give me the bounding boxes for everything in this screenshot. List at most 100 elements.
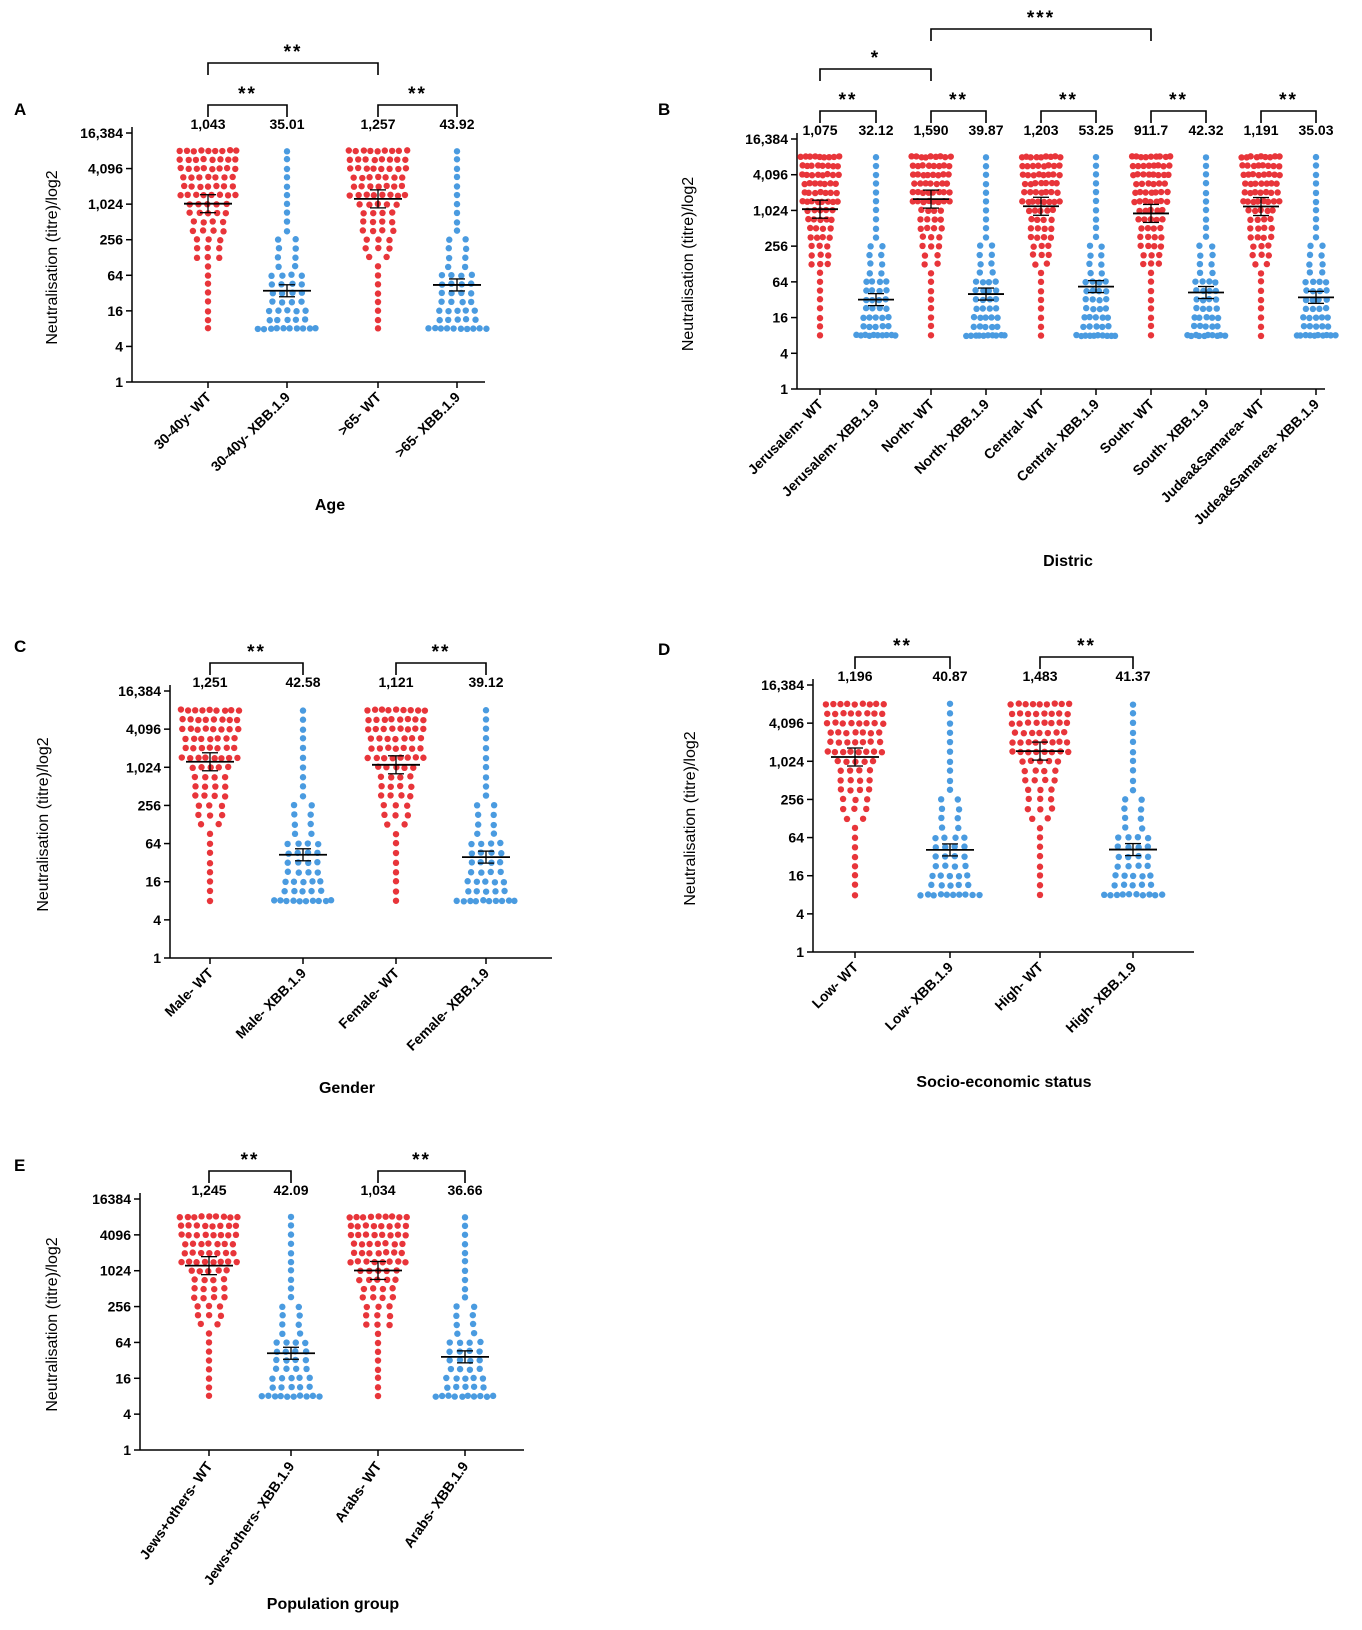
- wt-data-point: [1242, 180, 1249, 187]
- xbb-data-point: [1147, 872, 1154, 879]
- wt-data-point: [205, 1375, 213, 1382]
- significance-bracket: [930, 28, 1152, 41]
- wt-data-point: [1249, 251, 1256, 259]
- wt-data-point: [218, 726, 225, 733]
- wt-data-point: [410, 764, 417, 771]
- xbb-data-point: [287, 1231, 295, 1238]
- wt-data-point: [1156, 251, 1163, 259]
- wt-data-point: [1238, 154, 1245, 161]
- xbb-data-point: [298, 298, 305, 305]
- xbb-data-point: [296, 1374, 303, 1381]
- xbb-data-point: [938, 882, 945, 889]
- wt-data-point: [204, 244, 211, 252]
- wt-data-point: [194, 1311, 202, 1319]
- xbb-data-point: [954, 796, 962, 803]
- xbb-data-point: [487, 840, 495, 847]
- wt-data-point: [1037, 296, 1045, 304]
- wt-data-point: [205, 1302, 213, 1310]
- xbb-data-point: [453, 191, 461, 199]
- wt-data-point: [213, 182, 220, 190]
- wt-data-point: [1042, 179, 1050, 187]
- xbb-data-point: [965, 881, 972, 889]
- xbb-data-point: [299, 744, 307, 752]
- xbb-data-point: [970, 313, 978, 321]
- xbb-data-point: [1312, 171, 1320, 179]
- wt-data-point: [209, 156, 216, 164]
- xbb-data-point: [275, 307, 282, 314]
- xbb-data-point: [291, 830, 299, 838]
- significance-bracket: [930, 110, 987, 123]
- xbb-data-point: [473, 802, 481, 809]
- wt-data-point: [211, 792, 218, 800]
- wt-data-point: [211, 774, 218, 781]
- wt-data-point: [412, 716, 419, 723]
- wt-data-point: [204, 253, 211, 261]
- wt-data-point: [1166, 162, 1173, 169]
- wt-data-point: [1032, 710, 1040, 718]
- wt-data-point: [927, 234, 935, 241]
- xbb-data-point: [883, 287, 890, 294]
- wt-data-point: [1037, 154, 1045, 161]
- wt-data-point: [205, 236, 212, 243]
- wt-data-point: [1029, 198, 1036, 205]
- wt-data-point: [819, 162, 826, 169]
- xbb-data-point: [946, 767, 954, 774]
- wt-data-point: [1138, 225, 1145, 232]
- wt-data-point: [817, 188, 824, 196]
- wt-data-point: [1054, 189, 1061, 196]
- wt-data-point: [825, 252, 832, 259]
- xbb-data-point: [970, 323, 977, 331]
- wt-data-point: [1052, 767, 1059, 774]
- wt-data-point: [1154, 162, 1162, 169]
- xbb-data-point: [274, 316, 281, 324]
- wt-data-point: [201, 783, 209, 790]
- xbb-data-point: [283, 1365, 290, 1372]
- xbb-data-point: [1323, 287, 1330, 294]
- xbb-data-point: [482, 763, 490, 771]
- wt-data-point: [1150, 171, 1157, 178]
- xbb-data-point: [878, 251, 885, 259]
- xbb-data-point: [1129, 701, 1137, 708]
- wt-data-point: [839, 795, 847, 803]
- xbb-data-point: [929, 872, 936, 880]
- wt-data-point: [1025, 207, 1033, 215]
- y-tick-label: 1,024: [769, 753, 804, 769]
- wt-data-point: [1021, 188, 1028, 196]
- gmt-value-label: 1,043: [190, 116, 225, 132]
- xbb-data-point: [951, 843, 958, 850]
- wt-data-point: [1016, 710, 1024, 717]
- wt-data-point: [816, 296, 824, 303]
- wt-data-point: [196, 174, 203, 181]
- wt-data-point: [806, 153, 814, 160]
- wt-data-point: [210, 716, 218, 723]
- wt-data-point: [930, 225, 938, 232]
- xbb-data-point: [281, 888, 288, 895]
- wt-data-point: [193, 191, 200, 198]
- wt-data-point: [1015, 700, 1022, 707]
- xbb-data-point: [468, 271, 476, 279]
- wt-data-point: [1037, 288, 1045, 295]
- wt-data-point: [927, 243, 935, 250]
- wt-data-point: [205, 1348, 213, 1355]
- wt-data-point: [828, 216, 835, 224]
- xbb-data-point: [973, 305, 980, 313]
- xbb-data-point: [956, 891, 963, 898]
- wt-data-point: [212, 174, 219, 181]
- xbb-data-point: [498, 897, 506, 905]
- wt-data-point: [1262, 153, 1269, 161]
- wt-data-point: [1257, 323, 1265, 331]
- wt-data-point: [420, 725, 427, 733]
- xbb-data-point: [482, 735, 490, 742]
- wt-data-point: [386, 1321, 393, 1329]
- wt-data-point: [355, 191, 362, 199]
- wt-data-point: [821, 180, 828, 188]
- wt-data-point: [847, 777, 854, 784]
- xbb-data-point: [943, 891, 951, 898]
- wt-data-point: [401, 764, 408, 772]
- wt-data-point: [219, 218, 227, 226]
- xbb-data-point: [1202, 179, 1210, 187]
- wt-data-point: [199, 707, 206, 714]
- wt-data-point: [392, 802, 399, 809]
- xbb-data-point: [992, 305, 1000, 312]
- xbb-data-point: [1134, 833, 1142, 841]
